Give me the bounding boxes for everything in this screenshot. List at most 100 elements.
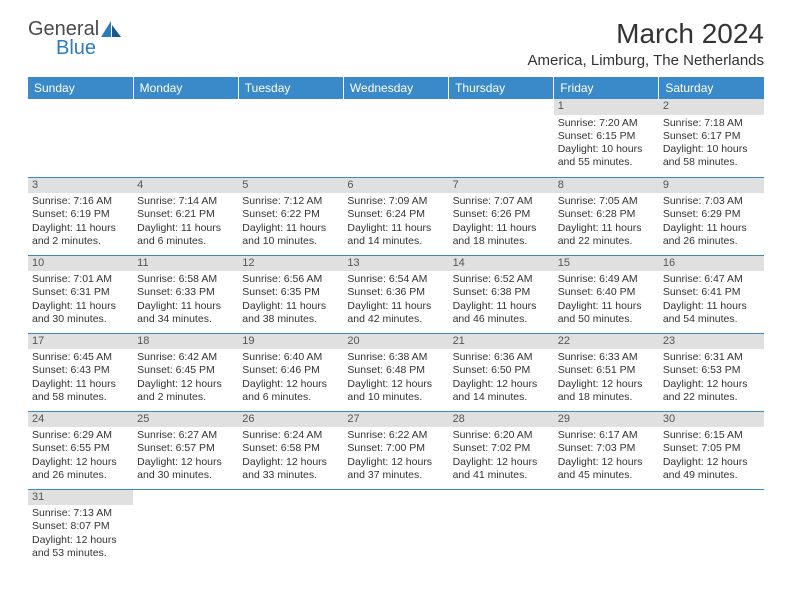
day-detail: Sunset: 6:15 PM	[558, 130, 655, 143]
day-cell: 5Sunrise: 7:12 AMSunset: 6:22 PMDaylight…	[238, 177, 343, 255]
day-detail: Sunset: 6:51 PM	[558, 364, 655, 377]
day-cell: 12Sunrise: 6:56 AMSunset: 6:35 PMDayligh…	[238, 255, 343, 333]
day-detail: and 30 minutes.	[137, 469, 234, 482]
day-detail: Sunrise: 7:12 AM	[242, 195, 339, 208]
day-number: 22	[554, 334, 659, 350]
day-detail: Sunset: 6:35 PM	[242, 286, 339, 299]
day-detail: Sunrise: 7:13 AM	[32, 507, 129, 520]
day-number: 13	[343, 256, 448, 272]
day-detail: Sunrise: 7:05 AM	[558, 195, 655, 208]
day-detail: Sunset: 6:28 PM	[558, 208, 655, 221]
day-number: 2	[659, 99, 764, 115]
day-number: 23	[659, 334, 764, 350]
day-detail: Sunrise: 7:14 AM	[137, 195, 234, 208]
day-cell: 28Sunrise: 6:20 AMSunset: 7:02 PMDayligh…	[449, 411, 554, 489]
day-detail: Daylight: 11 hours	[347, 222, 444, 235]
day-detail: Daylight: 11 hours	[453, 300, 550, 313]
day-number: 19	[238, 334, 343, 350]
day-detail: Sunrise: 6:31 AM	[663, 351, 760, 364]
day-cell: 9Sunrise: 7:03 AMSunset: 6:29 PMDaylight…	[659, 177, 764, 255]
day-detail: Sunset: 6:17 PM	[663, 130, 760, 143]
day-number: 25	[133, 412, 238, 428]
day-detail: and 18 minutes.	[558, 391, 655, 404]
day-detail: Sunset: 6:50 PM	[453, 364, 550, 377]
day-cell: 1Sunrise: 7:20 AMSunset: 6:15 PMDaylight…	[554, 99, 659, 177]
day-detail: and 58 minutes.	[663, 156, 760, 169]
day-detail: Sunset: 6:40 PM	[558, 286, 655, 299]
day-detail: and 6 minutes.	[242, 391, 339, 404]
day-number: 8	[554, 178, 659, 194]
day-detail: Sunset: 6:38 PM	[453, 286, 550, 299]
day-detail: Daylight: 11 hours	[32, 378, 129, 391]
day-detail: and 2 minutes.	[32, 235, 129, 248]
day-detail: and 14 minutes.	[453, 391, 550, 404]
day-number: 7	[449, 178, 554, 194]
day-detail: Sunrise: 6:56 AM	[242, 273, 339, 286]
day-cell: 20Sunrise: 6:38 AMSunset: 6:48 PMDayligh…	[343, 333, 448, 411]
day-detail: Sunset: 6:22 PM	[242, 208, 339, 221]
day-cell: 15Sunrise: 6:49 AMSunset: 6:40 PMDayligh…	[554, 255, 659, 333]
header-row: Sunday Monday Tuesday Wednesday Thursday…	[28, 77, 764, 99]
day-detail: Sunrise: 7:03 AM	[663, 195, 760, 208]
day-cell: 14Sunrise: 6:52 AMSunset: 6:38 PMDayligh…	[449, 255, 554, 333]
col-sat: Saturday	[659, 77, 764, 99]
day-number: 1	[554, 99, 659, 115]
day-cell: 2Sunrise: 7:18 AMSunset: 6:17 PMDaylight…	[659, 99, 764, 177]
day-cell	[238, 489, 343, 567]
day-detail: Sunset: 6:19 PM	[32, 208, 129, 221]
day-detail: Sunrise: 7:07 AM	[453, 195, 550, 208]
day-detail: Daylight: 11 hours	[137, 300, 234, 313]
day-detail: Sunrise: 6:45 AM	[32, 351, 129, 364]
col-mon: Monday	[133, 77, 238, 99]
col-thu: Thursday	[449, 77, 554, 99]
day-detail: Daylight: 11 hours	[242, 222, 339, 235]
day-number: 9	[659, 178, 764, 194]
month-title: March 2024	[528, 18, 765, 50]
day-detail: Sunset: 7:00 PM	[347, 442, 444, 455]
day-number: 29	[554, 412, 659, 428]
day-cell: 16Sunrise: 6:47 AMSunset: 6:41 PMDayligh…	[659, 255, 764, 333]
day-detail: Daylight: 11 hours	[32, 300, 129, 313]
day-detail: Sunrise: 6:42 AM	[137, 351, 234, 364]
day-detail: Daylight: 12 hours	[558, 378, 655, 391]
day-number: 12	[238, 256, 343, 272]
day-detail: and 46 minutes.	[453, 313, 550, 326]
day-cell: 26Sunrise: 6:24 AMSunset: 6:58 PMDayligh…	[238, 411, 343, 489]
day-detail: and 37 minutes.	[347, 469, 444, 482]
day-number: 16	[659, 256, 764, 272]
day-detail: Sunset: 6:43 PM	[32, 364, 129, 377]
day-detail: Sunset: 7:05 PM	[663, 442, 760, 455]
day-detail: Daylight: 12 hours	[347, 456, 444, 469]
day-detail: and 34 minutes.	[137, 313, 234, 326]
day-detail: Sunset: 7:02 PM	[453, 442, 550, 455]
day-cell: 17Sunrise: 6:45 AMSunset: 6:43 PMDayligh…	[28, 333, 133, 411]
day-detail: Sunrise: 6:36 AM	[453, 351, 550, 364]
day-detail: Sunrise: 6:54 AM	[347, 273, 444, 286]
day-cell: 18Sunrise: 6:42 AMSunset: 6:45 PMDayligh…	[133, 333, 238, 411]
day-detail: Sunrise: 6:52 AM	[453, 273, 550, 286]
day-number: 26	[238, 412, 343, 428]
day-detail: and 38 minutes.	[242, 313, 339, 326]
day-detail: Sunset: 6:33 PM	[137, 286, 234, 299]
day-detail: Sunset: 6:29 PM	[663, 208, 760, 221]
day-cell: 25Sunrise: 6:27 AMSunset: 6:57 PMDayligh…	[133, 411, 238, 489]
day-number: 6	[343, 178, 448, 194]
day-detail: Sunrise: 6:40 AM	[242, 351, 339, 364]
day-detail: Sunset: 6:36 PM	[347, 286, 444, 299]
day-detail: and 49 minutes.	[663, 469, 760, 482]
day-detail: Sunset: 6:41 PM	[663, 286, 760, 299]
day-detail: Daylight: 11 hours	[558, 222, 655, 235]
day-detail: Sunset: 6:48 PM	[347, 364, 444, 377]
day-cell: 11Sunrise: 6:58 AMSunset: 6:33 PMDayligh…	[133, 255, 238, 333]
day-detail: Sunrise: 6:20 AM	[453, 429, 550, 442]
col-fri: Friday	[554, 77, 659, 99]
day-detail: Sunset: 6:31 PM	[32, 286, 129, 299]
day-detail: Sunrise: 6:29 AM	[32, 429, 129, 442]
day-detail: and 54 minutes.	[663, 313, 760, 326]
day-number: 20	[343, 334, 448, 350]
day-detail: and 42 minutes.	[347, 313, 444, 326]
day-detail: Daylight: 11 hours	[32, 222, 129, 235]
day-detail: Daylight: 12 hours	[137, 378, 234, 391]
day-detail: Sunset: 6:21 PM	[137, 208, 234, 221]
day-detail: Sunrise: 6:33 AM	[558, 351, 655, 364]
